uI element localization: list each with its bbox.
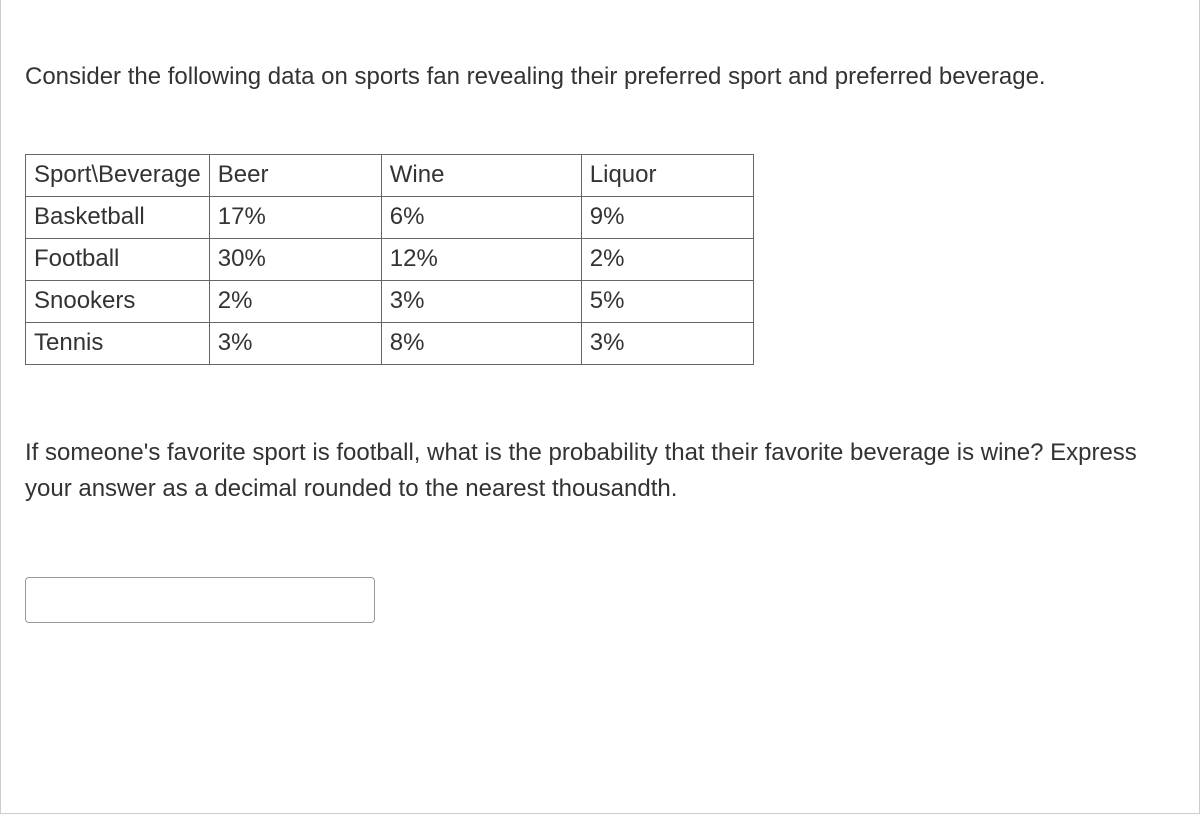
table-cell: 3% xyxy=(581,322,753,364)
data-table: Sport\Beverage Beer Wine Liquor Basketba… xyxy=(25,154,754,365)
table-header-row: Sport\Beverage Beer Wine Liquor xyxy=(26,154,754,196)
intro-text: Consider the following data on sports fa… xyxy=(25,60,1175,94)
table-cell: 5% xyxy=(581,280,753,322)
question-container: Consider the following data on sports fa… xyxy=(0,0,1200,814)
table-cell: 6% xyxy=(381,196,581,238)
table-cell: 2% xyxy=(209,280,381,322)
table-cell: 3% xyxy=(209,322,381,364)
table-row: Snookers 2% 3% 5% xyxy=(26,280,754,322)
table-cell: 12% xyxy=(381,238,581,280)
answer-input[interactable] xyxy=(25,577,375,623)
table-cell: 3% xyxy=(381,280,581,322)
header-cell: Wine xyxy=(381,154,581,196)
table-cell: 30% xyxy=(209,238,381,280)
table-cell: 2% xyxy=(581,238,753,280)
header-cell: Beer xyxy=(209,154,381,196)
table-row: Football 30% 12% 2% xyxy=(26,238,754,280)
table-cell: 9% xyxy=(581,196,753,238)
table-row: Basketball 17% 6% 9% xyxy=(26,196,754,238)
header-cell: Sport\Beverage xyxy=(26,154,210,196)
table-cell: 8% xyxy=(381,322,581,364)
table-row: Tennis 3% 8% 3% xyxy=(26,322,754,364)
table-cell: Basketball xyxy=(26,196,210,238)
table-cell: 17% xyxy=(209,196,381,238)
table-cell: Snookers xyxy=(26,280,210,322)
table-cell: Football xyxy=(26,238,210,280)
table-cell: Tennis xyxy=(26,322,210,364)
question-text: If someone's favorite sport is football,… xyxy=(25,435,1175,507)
header-cell: Liquor xyxy=(581,154,753,196)
